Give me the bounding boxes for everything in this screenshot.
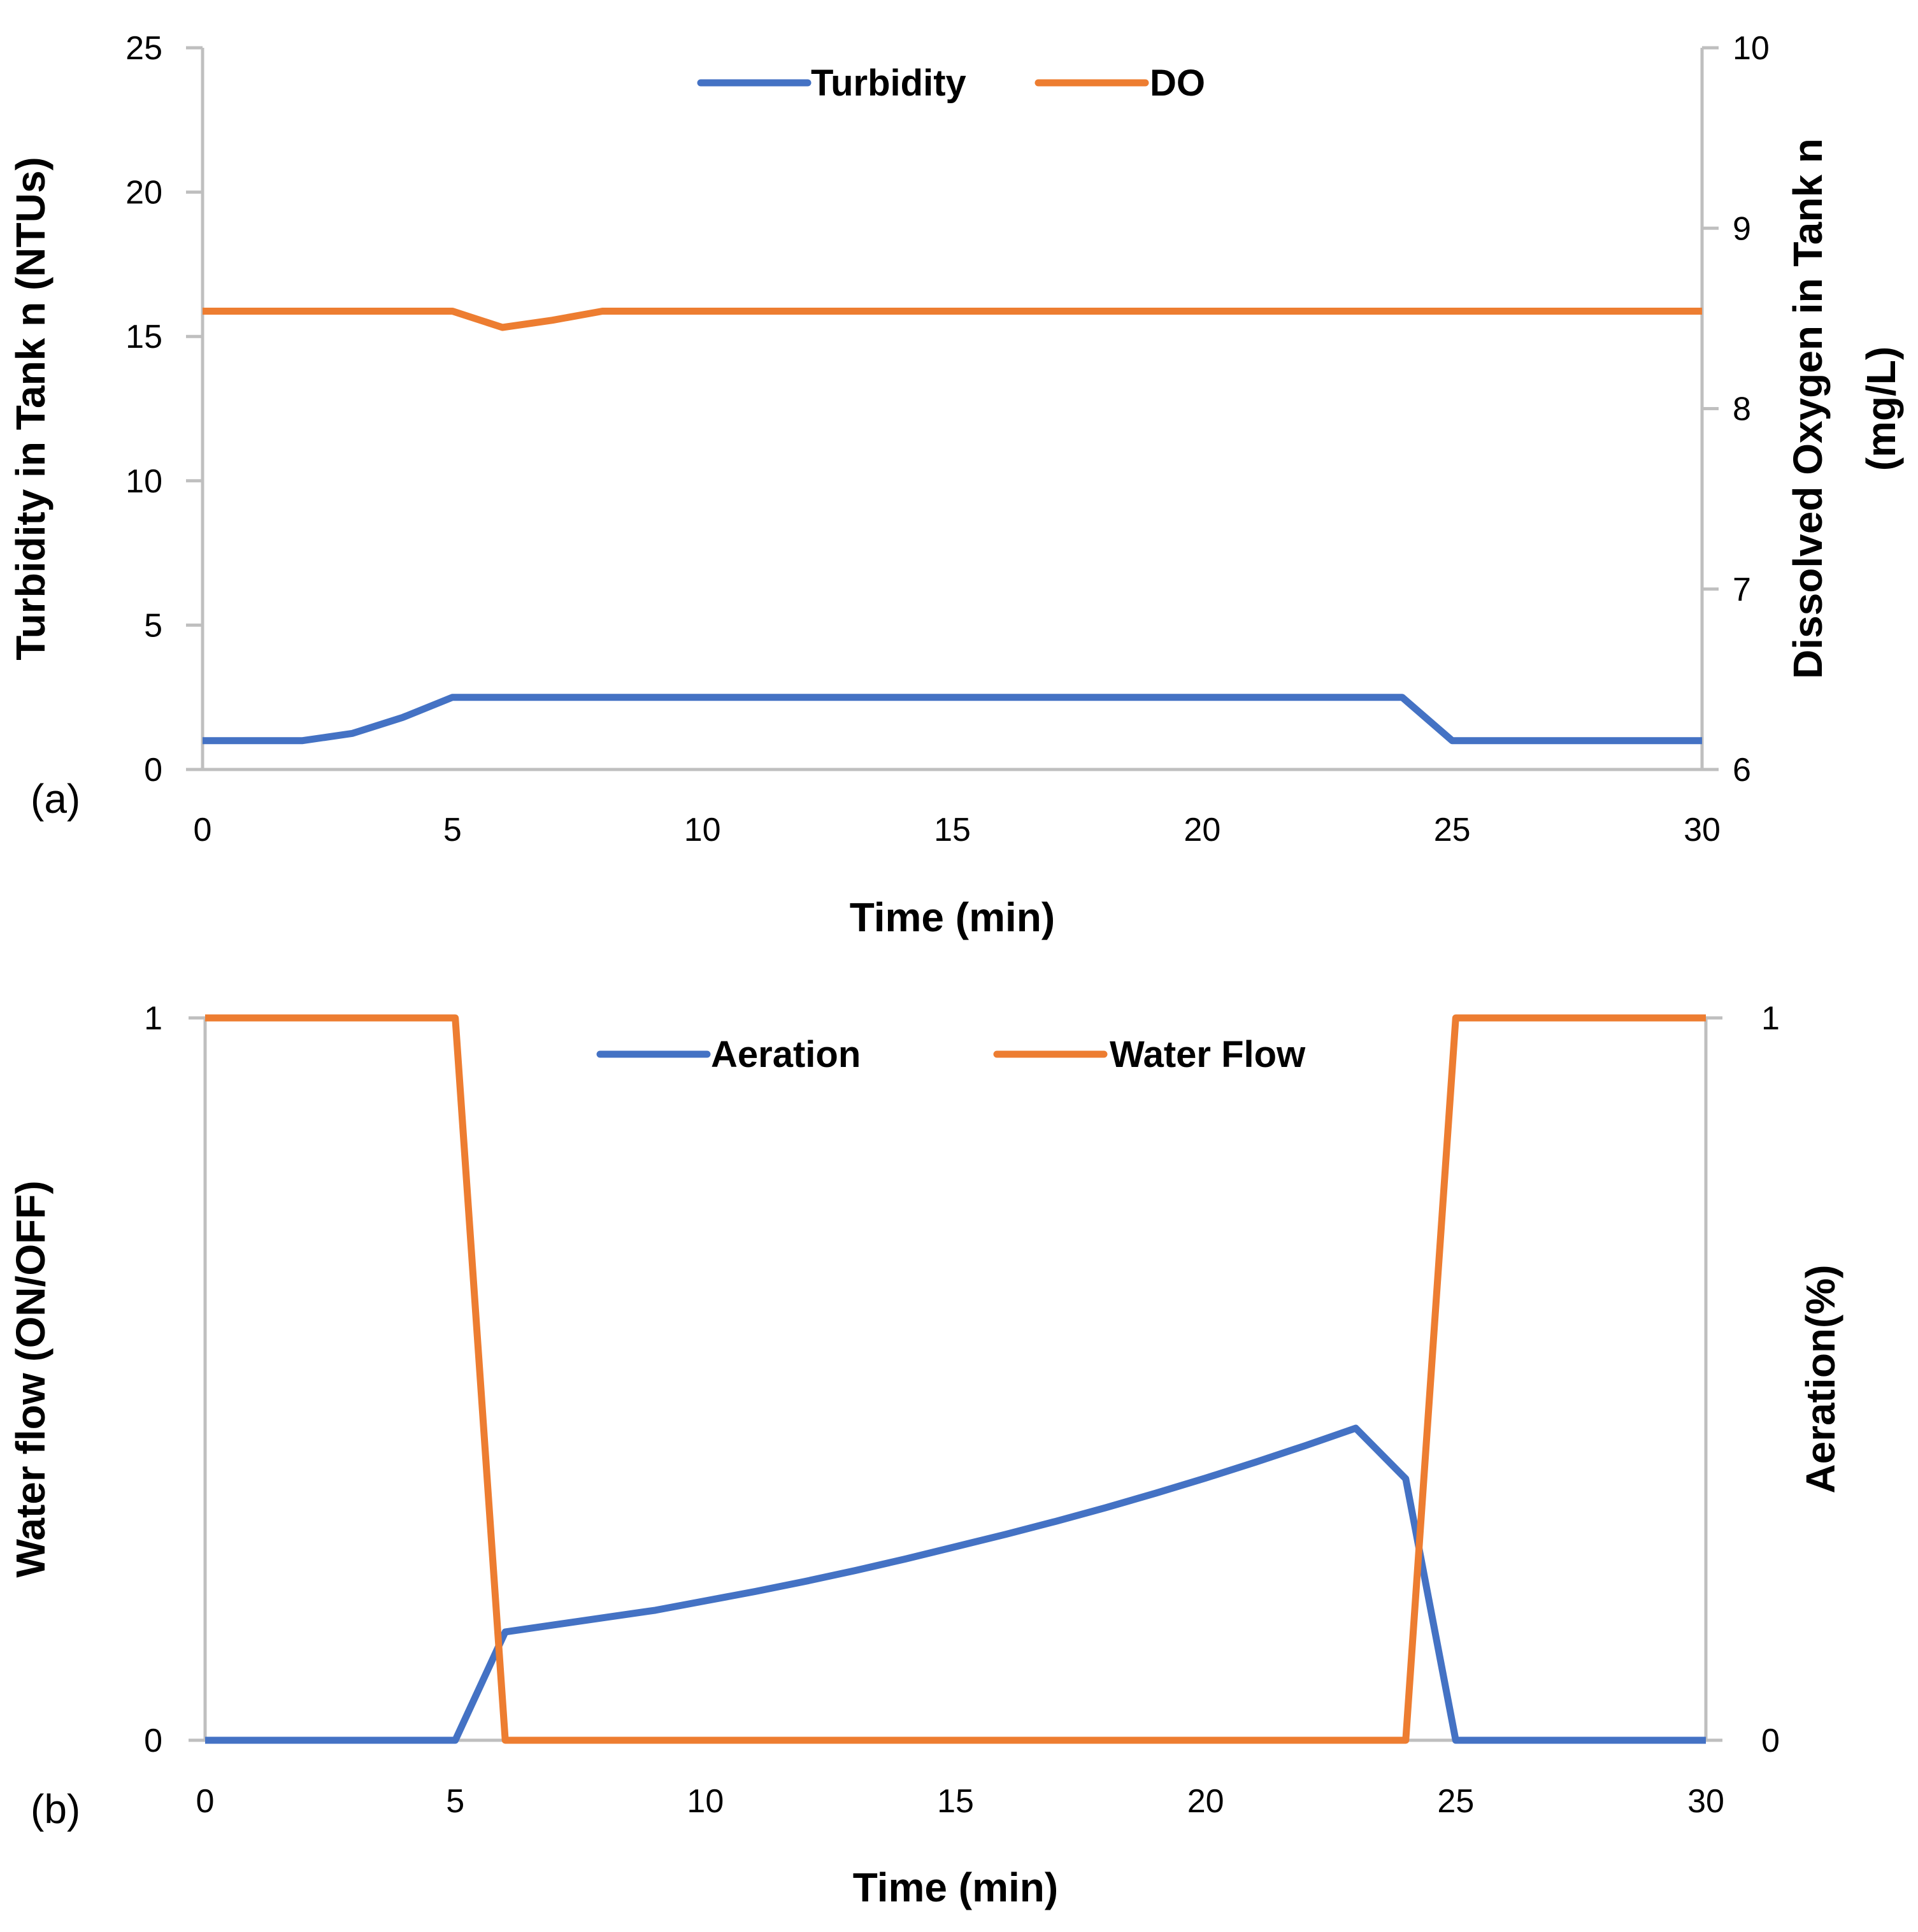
- x-tick-label: 0: [194, 812, 212, 848]
- x-tick-label: 20: [1187, 1783, 1224, 1820]
- series-line-water-flow: [205, 1014, 1706, 1744]
- legend-label-turbidity: Turbidity: [811, 62, 966, 104]
- chart-panel-a: 0 5 10 15 20 25 6 7 8 9 10 0 5 10 15 20 25 30 Turbidity DO T…: [8, 30, 1904, 940]
- x-tick-label: 20: [1184, 812, 1220, 848]
- right-tick-label: 1: [1761, 1000, 1780, 1037]
- x-tick-label: 10: [684, 812, 721, 848]
- series-line-aeration: [205, 1424, 1706, 1744]
- left-axis-title: Water flow (ON/OFF): [8, 1180, 54, 1577]
- right-tick-label: 8: [1733, 391, 1751, 428]
- legend-label-do: DO: [1150, 62, 1205, 104]
- x-tick-label: 25: [1434, 812, 1471, 848]
- panel-label: (b): [31, 1786, 80, 1832]
- x-tick-label: 5: [446, 1783, 464, 1820]
- x-tick-label: 30: [1684, 812, 1721, 848]
- left-tick-label: 15: [125, 318, 162, 355]
- left-tick-label: 0: [144, 752, 162, 789]
- left-tick-label: 1: [144, 1000, 162, 1037]
- right-tick-label: 0: [1761, 1722, 1780, 1759]
- x-tick-label: 30: [1687, 1783, 1724, 1820]
- right-tick-label: 7: [1733, 571, 1751, 608]
- right-tick-label: 6: [1733, 752, 1751, 789]
- series-line-turbidity: [203, 694, 1702, 745]
- series-line-do: [203, 308, 1702, 331]
- right-axis-title: Dissolved Oxygen in Tank n: [1785, 138, 1831, 679]
- panel-label: (a): [31, 776, 80, 822]
- right-axis-title: (mg/L): [1858, 347, 1904, 471]
- right-axis-title: Aeration(%): [1798, 1264, 1843, 1493]
- x-axis-title: Time (min): [853, 1864, 1058, 1910]
- x-tick-label: 15: [934, 812, 971, 848]
- x-tick-label: 25: [1437, 1783, 1474, 1820]
- x-tick-label: 0: [196, 1783, 215, 1820]
- left-tick-label: 20: [125, 175, 162, 211]
- left-tick-label: 25: [125, 30, 162, 67]
- right-tick-label: 9: [1733, 210, 1751, 247]
- right-tick-label: 10: [1733, 30, 1770, 67]
- left-tick-label: 0: [144, 1722, 162, 1759]
- legend-label-aeration: Aeration: [711, 1034, 861, 1075]
- x-tick-label: 15: [937, 1783, 974, 1820]
- left-tick-label: 5: [144, 607, 162, 644]
- x-tick-label: 5: [443, 812, 462, 848]
- left-tick-label: 10: [125, 463, 162, 500]
- x-axis-title: Time (min): [850, 894, 1055, 940]
- left-axis-title: Turbidity in Tank n (NTUs): [8, 157, 54, 660]
- legend-label-water-flow: Water Flow: [1110, 1034, 1306, 1075]
- x-tick-label: 10: [687, 1783, 724, 1820]
